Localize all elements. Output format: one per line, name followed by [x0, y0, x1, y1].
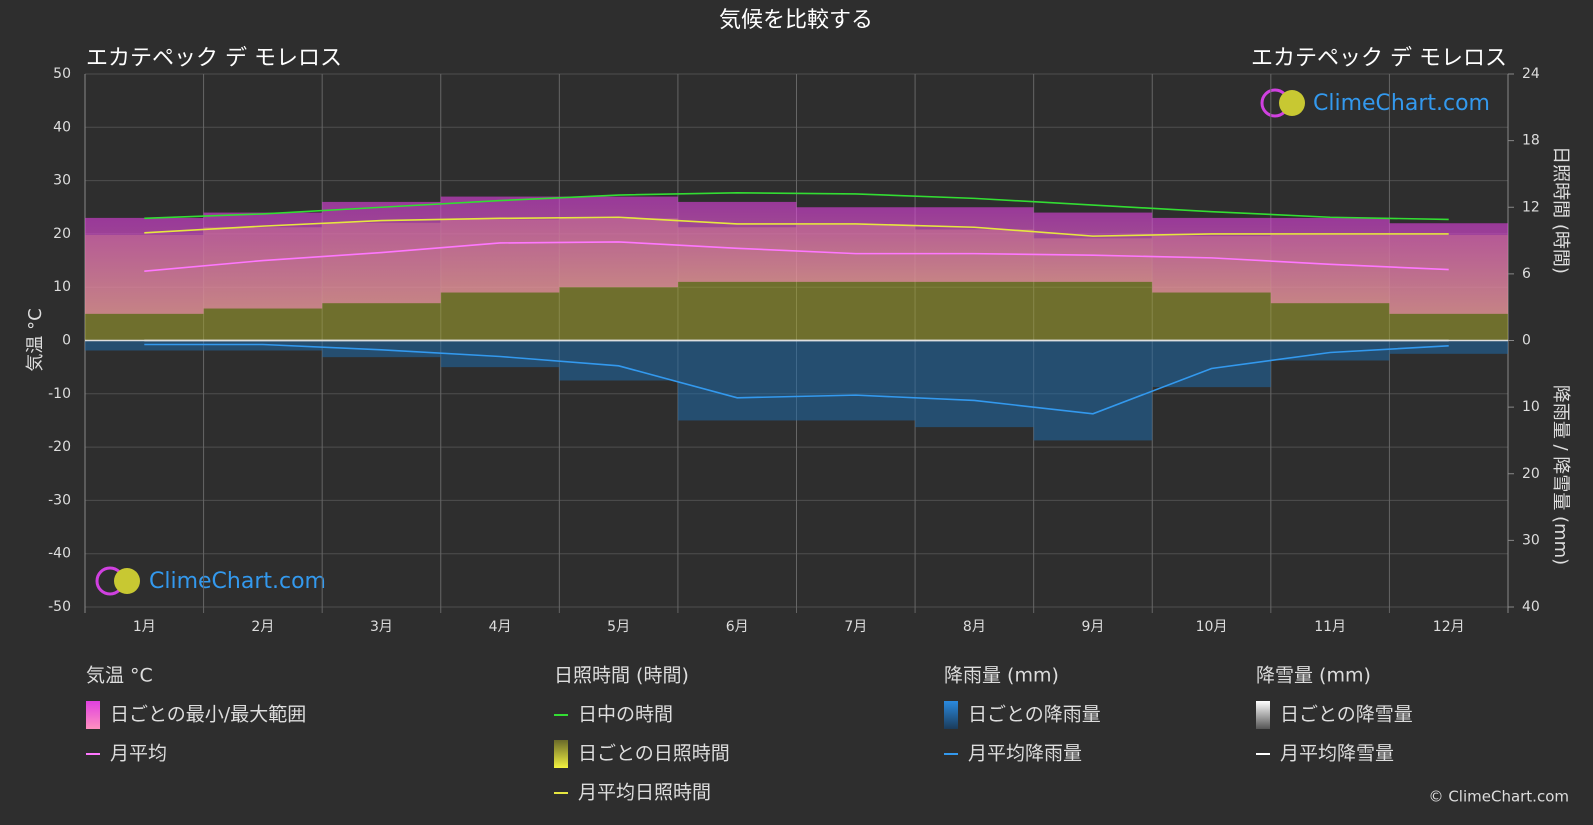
line-series	[144, 192, 1449, 221]
x-tick-label: 5月	[607, 619, 630, 635]
copyright: © ClimeChart.com	[1429, 788, 1569, 806]
legend-title: 降雪量 (mm)	[1256, 665, 1371, 687]
y-tick-label: -30	[48, 492, 71, 508]
legend-swatch	[86, 701, 100, 729]
line-series	[144, 241, 1449, 273]
temp-range	[440, 196, 560, 293]
x-tick-label: 6月	[726, 619, 749, 635]
temp-range	[1270, 217, 1390, 304]
y3-axis-title: 降雨量 / 降雪量 (mm)	[1550, 385, 1571, 565]
legend-label: 日ごとの日照時間	[578, 743, 730, 765]
legend-label: 日ごとの最小/最大範囲	[110, 704, 306, 726]
y2-tick-label: 6	[1522, 266, 1531, 282]
legend-title: 気温 °C	[86, 665, 153, 687]
y-tick-label: 20	[53, 226, 71, 242]
y-tick-label: 10	[53, 279, 71, 295]
legend-label: 日ごとの降雨量	[968, 704, 1101, 726]
temp-range	[796, 207, 916, 282]
temp-range	[1152, 217, 1271, 293]
temp-range	[1033, 212, 1153, 282]
daily-bar	[203, 340, 323, 351]
daily-bar	[322, 340, 441, 358]
watermark-top: ClimeChart.com	[1260, 88, 1490, 118]
y-tick-label: -50	[48, 599, 71, 615]
legend-label: 月平均日照時間	[578, 782, 711, 804]
daily-bar	[915, 340, 1034, 428]
y2-axis-title: 日照時間 (時間)	[1550, 146, 1571, 274]
y3-tick-label: 20	[1522, 466, 1540, 482]
watermark-text: ClimeChart.com	[1313, 91, 1490, 116]
y2-tick-label: 12	[1522, 199, 1540, 215]
y-tick-label: 40	[53, 119, 71, 135]
line-series	[144, 343, 1449, 415]
temp-range	[915, 207, 1034, 282]
watermark-text: ClimeChart.com	[149, 569, 326, 594]
daily-bar	[85, 340, 204, 351]
y2-tick-label: 18	[1522, 133, 1540, 149]
logo-sun	[1279, 90, 1305, 116]
x-tick-label: 7月	[844, 619, 867, 635]
y-tick-label: 50	[53, 66, 71, 82]
daily-bar	[796, 340, 916, 421]
daily-bar	[1152, 340, 1271, 388]
legend-title: 日照時間 (時間)	[554, 665, 689, 687]
y-axis-title: 気温 °C	[25, 308, 46, 371]
legend-swatch	[554, 740, 568, 768]
daily-bar	[559, 340, 678, 381]
temp-range	[85, 217, 204, 314]
x-tick-label: 10月	[1196, 619, 1228, 635]
daily-bar	[677, 340, 797, 421]
location-right: エカテペック デ モレロス	[1251, 46, 1507, 71]
x-tick-label: 3月	[370, 619, 393, 635]
legend-swatch	[944, 701, 958, 729]
y-tick-label: -40	[48, 546, 71, 562]
legend-label: 日ごとの降雪量	[1280, 704, 1413, 726]
y3-tick-label: 40	[1522, 599, 1540, 615]
y-tick-label: -10	[48, 386, 71, 402]
y-tick-label: 0	[62, 333, 71, 349]
logo-sun	[114, 568, 140, 594]
x-tick-label: 11月	[1314, 619, 1346, 635]
x-tick-label: 8月	[963, 619, 986, 635]
daily-bar	[1389, 340, 1508, 354]
chart-title: 気候を比較する	[719, 8, 873, 33]
daily-bar	[1033, 340, 1153, 441]
legend-label: 月平均降雪量	[1280, 743, 1394, 765]
legend-title: 降雨量 (mm)	[944, 665, 1059, 687]
line-series	[144, 216, 1449, 237]
legend-label: 月平均降雨量	[968, 743, 1082, 765]
legend-swatch	[1256, 701, 1270, 729]
y3-tick-label: 10	[1522, 399, 1540, 415]
x-tick-label: 9月	[1081, 619, 1104, 635]
x-tick-label: 2月	[251, 619, 274, 635]
x-tick-label: 12月	[1433, 619, 1465, 635]
watermark-bottom: ClimeChart.com	[95, 566, 326, 596]
x-tick-label: 1月	[133, 619, 156, 635]
legend-label: 月平均	[110, 743, 167, 765]
daily-bar	[1270, 340, 1390, 361]
y3-tick-label: 30	[1522, 532, 1540, 548]
y-tick-label: -20	[48, 439, 71, 455]
y2-tick-label: 0	[1522, 333, 1531, 349]
x-tick-label: 4月	[489, 619, 512, 635]
legend-label: 日中の時間	[578, 704, 673, 726]
y-tick-label: 30	[53, 173, 71, 189]
location-left: エカテペック デ モレロス	[86, 46, 342, 71]
y2-tick-label: 24	[1522, 66, 1540, 82]
temp-range	[677, 201, 797, 282]
